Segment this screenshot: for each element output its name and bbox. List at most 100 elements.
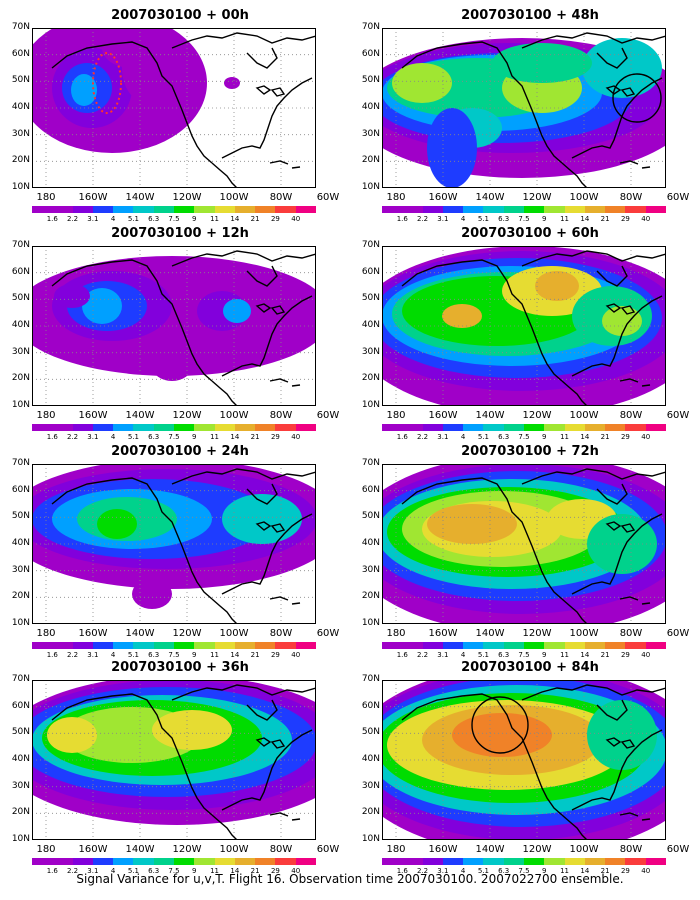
latitude-label: 30N [11,346,30,357]
latitude-label: 50N [11,293,30,304]
colorbar-label: 2.2 [416,215,429,223]
variance-map [382,246,666,406]
variance-contour [152,710,232,750]
latitude-label: 70N [361,22,380,32]
coastline [51,41,213,164]
coastline [561,162,588,188]
colorbar-swatch [295,642,316,649]
colorbar-label: 7.5 [518,651,530,659]
forecast-panel: 2007030100 + 48h 70N 60N 50N 40N 30N 20N 10N 180… [350,8,690,224]
colorbar-label: 14 [230,215,240,223]
colorbar-swatch [645,424,666,431]
colorbar [32,642,316,649]
colorbar-swatch [234,206,256,213]
colorbar-label: 40 [641,433,651,441]
colorbar-swatch [92,642,114,649]
colorbar-label: 9 [542,433,547,441]
coastline [291,818,301,821]
colorbar-swatch [275,858,296,865]
coastline [605,521,622,531]
colorbar-label: 21 [250,433,260,441]
coastline [211,380,238,406]
colorbar-swatch [133,858,154,865]
colorbar-swatch [113,858,134,865]
coastline [521,468,666,485]
colorbar-label: 3.1 [437,215,449,223]
colorbar-label: 29 [620,433,630,441]
variance-contour [427,504,517,544]
variance-contour [97,509,137,539]
colorbar-label: 21 [600,215,610,223]
coastline [269,378,289,383]
latitude-label: 40N [11,754,30,764]
colorbar-swatch [625,642,646,649]
coastline [291,166,301,169]
colorbar-swatch [295,424,316,431]
colorbar-swatch [92,424,114,431]
latitude-label: 60N [361,484,380,495]
variance-map-svg [32,680,316,840]
longitude-label: 80W [269,410,293,421]
panel-title: 2007030100 + 60h [461,226,599,241]
longitude-label: 60W [666,844,690,855]
longitude-label: 100W [219,844,249,855]
variance-contour [602,306,642,336]
colorbar-swatch [295,206,316,213]
colorbar-swatch [523,642,545,649]
forecast-panel: 2007030100 + 84h 70N 60N 50N 40N 30N 20N 10N 180… [350,660,690,876]
coastline [605,85,622,95]
colorbar-swatch [382,858,403,865]
colorbar-swatch [113,206,134,213]
latitude-label: 30N [361,564,380,575]
colorbar-swatch [214,858,235,865]
colorbar-label: 14 [580,651,590,659]
colorbar-label: 6.3 [148,867,160,875]
colorbar-swatch [173,424,195,431]
longitude-label: 60W [316,844,340,855]
colorbar-swatch [52,206,73,213]
colorbar-label: 9 [192,651,197,659]
longitude-label: 140W [125,192,155,203]
coastline [269,160,289,165]
colorbar-label: 11 [560,433,570,441]
coastline [561,380,588,406]
colorbar-swatch [72,424,93,431]
colorbar-label: 5.1 [127,867,139,875]
colorbar-swatch [402,642,423,649]
coastline [641,384,651,387]
colorbar-label: 6.3 [148,651,160,659]
coastline [571,295,663,377]
longitude-label: 180 [36,192,56,203]
map-frame [32,28,316,188]
colorbar-swatch [382,206,403,213]
forecast-panel: 2007030100 + 72h 70N 60N 50N 40N 30N 20N 10N 180… [350,444,690,660]
colorbar-label: 5.1 [477,867,489,875]
colorbar-swatch [564,206,585,213]
latitude-label: 10N [11,182,30,192]
colorbar-label: 2.2 [66,215,79,223]
colorbar-swatch [153,206,174,213]
colorbar-label: 2.2 [66,433,79,441]
colorbar-labels: 1.6 2.2 3.1 4 5.1 6.3 7.5 9 11 14 21 29 40 [32,433,316,443]
colorbar-swatch [564,642,585,649]
longitude-label: 160W [78,192,108,203]
colorbar-swatch [605,206,626,213]
colorbar-label: 21 [250,651,260,659]
coastline [641,602,651,605]
colorbar-label: 29 [270,433,280,441]
variance-map-svg [382,680,666,840]
colorbar [32,424,316,431]
longitude-label: 120W [172,844,202,855]
colorbar-label: 11 [210,433,220,441]
latitude-label: 30N [11,780,30,791]
latitude-label: 10N [11,400,30,410]
colorbar-swatch [214,424,235,431]
colorbar-label: 3.1 [437,651,449,659]
colorbar-label: 6.3 [148,433,160,441]
colorbar-label: 1.6 [396,215,408,223]
variance-contour [492,43,592,83]
latitude-label: 40N [11,102,30,112]
colorbar-label: 9 [542,215,547,223]
colorbar-label: 9 [192,867,197,875]
coastline [605,303,622,313]
